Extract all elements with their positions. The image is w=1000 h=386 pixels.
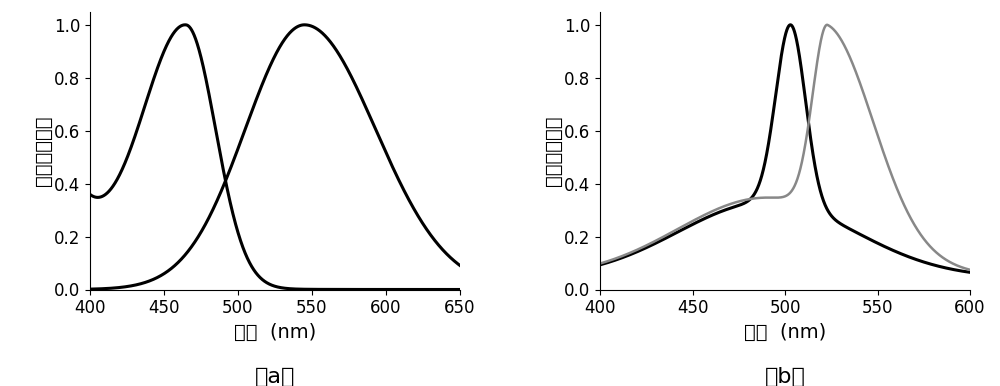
Y-axis label: 相对荧光强度: 相对荧光强度 [544, 115, 563, 186]
X-axis label: 波长  (nm): 波长 (nm) [234, 323, 316, 342]
Text: （b）: （b） [765, 367, 806, 386]
Text: （a）: （a） [255, 367, 295, 386]
X-axis label: 波长  (nm): 波长 (nm) [744, 323, 826, 342]
Y-axis label: 相对荧光强度: 相对荧光强度 [34, 115, 53, 186]
